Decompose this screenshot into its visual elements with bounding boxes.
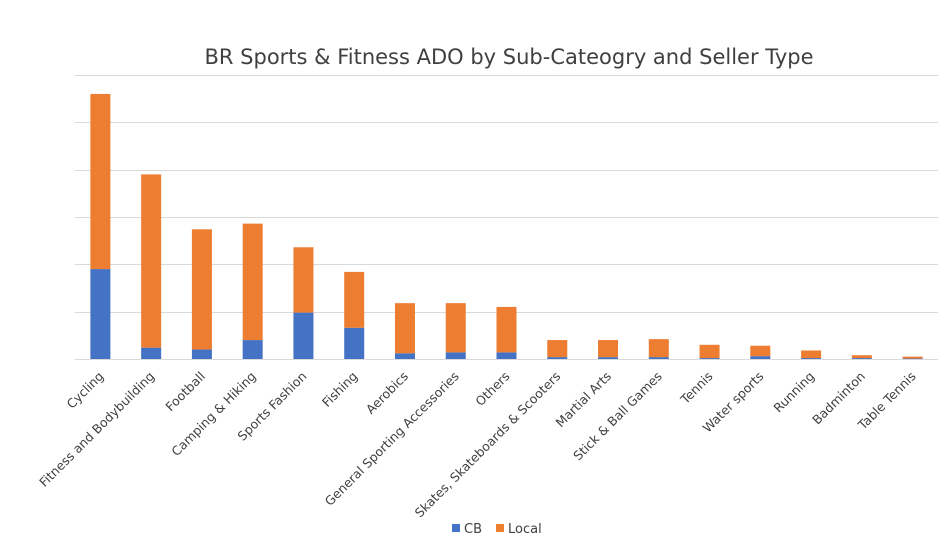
chart-title: BR Sports & Fitness ADO by Sub-Cateogry … [204, 45, 813, 69]
x-tick-label-camping-hiking: Camping & Hiking [168, 369, 258, 459]
bar-local-fitness-and-bodybuilding [141, 174, 162, 348]
bar-local-aerobics [394, 303, 415, 354]
bar-local-martial-arts [598, 340, 619, 358]
bar-cb-table-tennis [902, 358, 923, 360]
x-tick-label-aerobics: Aerobics [363, 369, 411, 417]
bar-local-fishing [344, 271, 365, 328]
x-tick-label-football: Football [162, 369, 208, 415]
bar-local-tennis [699, 344, 720, 359]
gridlines [75, 75, 938, 360]
x-tick-label-tennis: Tennis [677, 369, 716, 408]
bar-local-running [801, 350, 822, 359]
bar-cb-cycling [90, 269, 111, 359]
bar-cb-camping-hiking [242, 340, 263, 359]
bar-cb-martial-arts [598, 357, 619, 359]
bar-local-camping-hiking [242, 223, 263, 341]
bar-cb-stick-ball-games [648, 357, 669, 359]
bar-cb-running [801, 358, 822, 359]
x-tick-label-fishing: Fishing [319, 369, 360, 410]
bar-cb-others [496, 352, 517, 359]
bar-cb-sports-fashion [293, 312, 314, 359]
bar-local-cycling [90, 93, 111, 270]
x-tick-label-stick-ball-games: Stick & Ball Games [570, 369, 665, 464]
bar-local-skates-skateboards-scooters [547, 340, 568, 358]
bar-cb-skates-skateboards-scooters [547, 357, 568, 359]
x-tick-label-cycling: Cycling [64, 369, 107, 412]
bars [90, 93, 923, 360]
x-tick-label-running: Running [770, 369, 817, 416]
bar-cb-water-sports [750, 356, 771, 359]
legend-label-cb: CB [464, 522, 482, 537]
bar-local-water-sports [750, 345, 771, 357]
bar-local-stick-ball-games [648, 339, 669, 358]
bar-local-sports-fashion [293, 247, 314, 313]
legend-swatch-local [496, 524, 504, 532]
bar-cb-fishing [344, 327, 365, 359]
bar-cb-aerobics [394, 353, 415, 359]
bar-cb-general-sporting-accessories [445, 352, 466, 359]
bar-cb-fitness-and-bodybuilding [141, 347, 162, 359]
bar-local-table-tennis [902, 356, 923, 359]
bar-cb-badminton [851, 358, 872, 359]
bar-local-others [496, 306, 517, 353]
bar-cb-tennis [699, 358, 720, 359]
legend: CB Local [452, 522, 542, 537]
x-tick-label-others: Others [472, 369, 512, 409]
bar-local-football [191, 229, 212, 350]
legend-swatch-cb [452, 524, 460, 532]
bar-local-badminton [851, 355, 872, 359]
bar-cb-football [191, 349, 212, 359]
legend-label-local: Local [508, 522, 542, 537]
bar-local-general-sporting-accessories [445, 303, 466, 353]
